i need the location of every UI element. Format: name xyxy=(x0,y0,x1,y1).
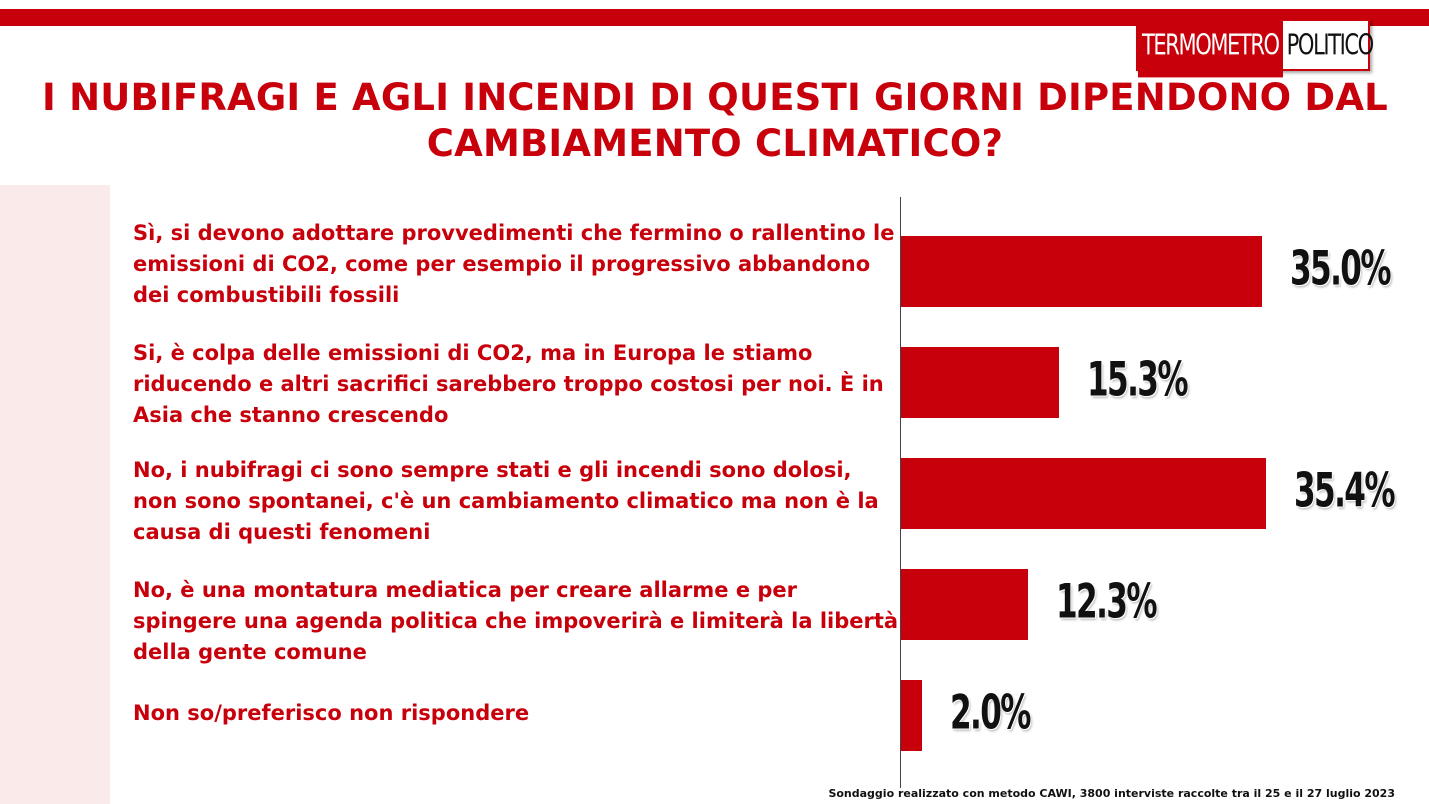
bar xyxy=(901,680,922,751)
category-label: Si, è colpa delle emissioni di CO2, ma i… xyxy=(133,341,884,427)
bar-value-label: 2.0% xyxy=(949,684,1032,740)
bar xyxy=(901,236,1262,307)
top-red-band xyxy=(0,9,1429,26)
bar-value-label: 35.4% xyxy=(1294,462,1396,518)
category-label: Non so/preferisco non rispondere xyxy=(133,701,530,725)
bar-value-label: 12.3% xyxy=(1055,573,1158,629)
category-label: No, è una montatura mediatica per creare… xyxy=(133,578,899,664)
bar xyxy=(901,347,1059,418)
y-axis-line xyxy=(900,197,901,788)
chart-title: I NUBIFRAGI E AGLI INCENDI DI QUESTI GIO… xyxy=(42,76,1388,165)
background-watermark xyxy=(0,185,110,804)
bar xyxy=(901,458,1266,529)
category-label: Sì, si devono adottare provvedimenti che… xyxy=(133,221,895,307)
brand-logo-part1: TERMOMETRO xyxy=(1138,12,1283,78)
bar-value-label: 15.3% xyxy=(1086,351,1189,407)
category-label: No, i nubifragi ci sono sempre stati e g… xyxy=(133,458,879,544)
bar xyxy=(901,569,1028,640)
brand-logo-part2: POLITICO xyxy=(1286,28,1375,62)
brand-logo: TERMOMETRO POLITICO xyxy=(1136,12,1374,78)
survey-footnote: Sondaggio realizzato con metodo CAWI, 38… xyxy=(828,787,1395,800)
bar-value-label: 35.0% xyxy=(1289,240,1392,296)
